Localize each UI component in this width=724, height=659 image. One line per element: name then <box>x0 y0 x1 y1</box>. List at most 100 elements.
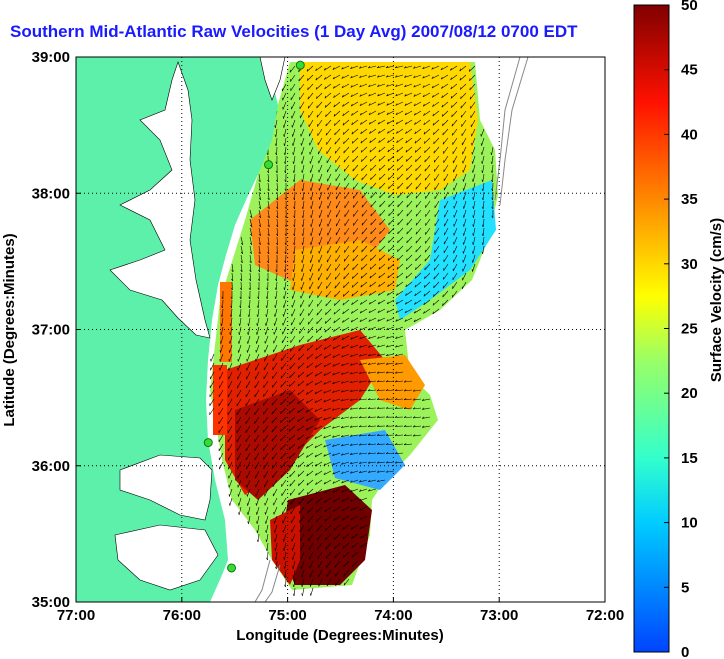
velocity-arrow <box>377 443 386 445</box>
velocity-arrow <box>396 290 404 296</box>
velocity-arrow-head <box>229 323 232 327</box>
velocity-arrow <box>218 452 224 461</box>
velocity-arrow-head <box>350 461 353 465</box>
velocity-arrow <box>309 281 314 290</box>
velocity-arrow <box>281 335 287 344</box>
velocity-arrow-head <box>230 287 233 291</box>
velocity-arrow-head <box>377 93 380 97</box>
velocity-arrow-head <box>292 593 295 597</box>
velocity-arrow-head <box>421 425 425 428</box>
velocity-arrow <box>248 317 251 326</box>
velocity-arrow-head <box>415 249 417 253</box>
velocity-arrow <box>376 398 386 400</box>
velocity-arrow <box>316 506 323 513</box>
velocity-arrow-head <box>370 168 372 171</box>
velocity-arrow <box>324 65 332 71</box>
velocity-arrow-head <box>266 152 269 156</box>
velocity-arrow <box>386 299 395 305</box>
velocity-arrow-head <box>472 233 474 236</box>
velocity-arrow <box>342 308 350 315</box>
velocity-arrow-head <box>332 67 335 70</box>
velocity-arrow-head <box>472 215 474 218</box>
velocity-arrow-head <box>388 204 390 208</box>
velocity-arrow <box>468 65 476 72</box>
velocity-arrow-head <box>379 249 381 252</box>
velocity-arrow <box>315 344 323 351</box>
velocity-arrow-head <box>333 104 336 108</box>
velocity-arrow <box>314 398 323 403</box>
velocity-arrow <box>258 182 261 191</box>
velocity-arrow-head <box>324 491 326 494</box>
velocity-arrow <box>463 173 467 182</box>
velocity-arrow <box>315 470 323 476</box>
velocity-arrow <box>293 263 296 272</box>
velocity-arrow <box>350 317 359 323</box>
velocity-arrow <box>377 326 386 331</box>
velocity-arrow-head <box>297 437 299 440</box>
velocity-arrow-head <box>395 84 398 87</box>
velocity-arrow <box>343 155 350 163</box>
velocity-arrow-head <box>370 195 372 199</box>
field-dark-red <box>235 390 320 500</box>
velocity-arrow <box>413 317 422 323</box>
velocity-arrow-head <box>351 564 354 567</box>
velocity-arrow-head <box>370 177 372 180</box>
velocity-arrow <box>267 173 270 182</box>
velocity-arrow <box>350 479 359 483</box>
velocity-arrow-head <box>292 269 294 272</box>
velocity-arrow <box>264 335 269 344</box>
velocity-arrow-head <box>274 305 276 308</box>
velocity-arrow <box>342 317 350 323</box>
velocity-arrow-head <box>310 242 312 245</box>
velocity-arrow-head <box>255 512 258 515</box>
velocity-arrow <box>396 128 404 134</box>
velocity-arrow-head <box>376 433 380 436</box>
velocity-arrow-head <box>292 170 295 174</box>
velocity-arrow <box>423 281 431 288</box>
velocity-arrow <box>298 344 305 352</box>
velocity-arrow-head <box>343 276 345 280</box>
velocity-arrow-head <box>297 374 300 378</box>
velocity-arrow-head <box>310 224 312 227</box>
velocity-arrow <box>288 398 296 405</box>
velocity-arrow <box>314 407 323 412</box>
velocity-arrow <box>324 488 332 494</box>
colorbar-tick-label: 25 <box>681 321 698 338</box>
velocity-arrow <box>265 506 269 515</box>
velocity-arrow <box>249 209 253 218</box>
velocity-arrow-head <box>350 526 353 530</box>
velocity-arrow-head <box>341 363 344 366</box>
velocity-arrow-head <box>358 443 362 446</box>
velocity-arrow-head <box>394 362 398 365</box>
velocity-arrow <box>256 335 260 344</box>
velocity-arrow <box>377 353 386 357</box>
velocity-arrow-head <box>491 197 494 201</box>
velocity-arrow <box>282 317 287 326</box>
velocity-arrow-head <box>323 408 326 412</box>
velocity-arrow <box>341 407 350 411</box>
velocity-arrow-head <box>292 251 295 255</box>
velocity-arrow-head <box>316 321 318 325</box>
velocity-arrow <box>359 470 368 474</box>
velocity-arrow-head <box>367 398 371 400</box>
velocity-arrow-head <box>333 311 336 315</box>
velocity-arrow <box>332 74 341 80</box>
velocity-arrow <box>396 137 404 144</box>
velocity-arrow-head <box>350 363 353 366</box>
velocity-arrow <box>240 245 243 254</box>
velocity-arrow-head <box>301 251 303 254</box>
velocity-arrow <box>334 146 341 154</box>
velocity-arrow <box>404 308 413 314</box>
velocity-arrow <box>258 227 261 236</box>
velocity-arrow <box>350 506 359 511</box>
velocity-arrow <box>351 533 359 539</box>
velocity-arrow <box>404 101 413 106</box>
velocity-arrow-head <box>423 141 426 144</box>
velocity-arrow-head <box>289 384 291 387</box>
velocity-arrow <box>450 92 458 99</box>
velocity-arrow-head <box>397 177 399 180</box>
velocity-arrow <box>359 398 368 401</box>
velocity-arrow <box>350 416 359 419</box>
velocity-arrow-head <box>394 397 398 400</box>
